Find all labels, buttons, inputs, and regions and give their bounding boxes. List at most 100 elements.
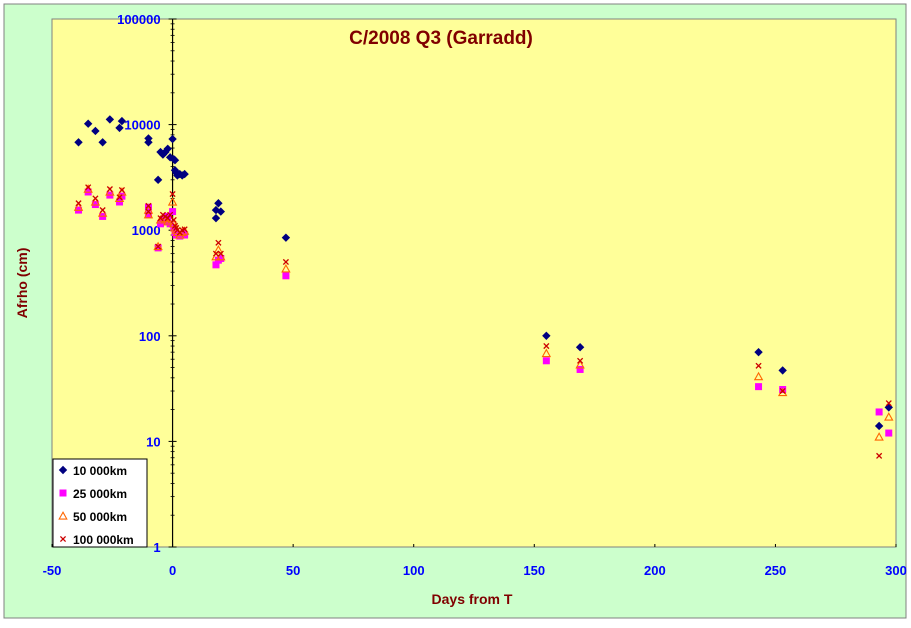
data-point-series-4 bbox=[282, 258, 289, 266]
data-point-series-3 bbox=[541, 348, 552, 358]
data-point-series-1 bbox=[105, 115, 115, 124]
data-point-series-4 bbox=[155, 243, 162, 250]
data-point-series-3 bbox=[73, 202, 84, 211]
x-axis-label: Days from T bbox=[432, 591, 513, 607]
data-point-series-4 bbox=[169, 190, 176, 198]
data-point-series-4 bbox=[118, 186, 125, 194]
y-tick-label: 10000 bbox=[124, 118, 160, 133]
data-point-series-1 bbox=[180, 169, 189, 179]
data-point-series-1 bbox=[83, 119, 93, 128]
data-point-series-2 bbox=[217, 254, 225, 262]
data-point-series-1 bbox=[156, 147, 165, 157]
data-point-series-1 bbox=[874, 421, 884, 431]
axes: 1 10 100 1000 10000 100000 -50 0 50 100 150 200 250 3… bbox=[43, 12, 907, 578]
data-point-series-4 bbox=[885, 400, 892, 407]
data-point-series-2 bbox=[212, 261, 220, 269]
y-tick-label: 100 bbox=[139, 329, 161, 344]
y-axis-label: Afrho (cm) bbox=[14, 248, 30, 319]
data-point-series-2 bbox=[118, 192, 126, 200]
data-point-series-3 bbox=[213, 245, 224, 254]
y-tick-label: 10 bbox=[146, 434, 160, 449]
x-tick-label: 250 bbox=[765, 563, 787, 578]
data-point-series-1 bbox=[115, 123, 124, 133]
data-point-series-3 bbox=[114, 193, 125, 203]
data-point-series-2 bbox=[875, 408, 883, 416]
x-tick-label: 50 bbox=[286, 563, 300, 578]
data-point-series-4 bbox=[145, 208, 152, 215]
data-point-series-3 bbox=[575, 359, 585, 369]
data-point-series-2 bbox=[885, 429, 893, 437]
data-points bbox=[73, 115, 894, 459]
chart-title: C/2008 Q3 (Garradd) bbox=[349, 28, 533, 49]
y-tick-label: 1 bbox=[153, 540, 160, 555]
data-point-series-1 bbox=[281, 233, 291, 242]
data-point-series-1 bbox=[117, 116, 127, 126]
data-point-series-2 bbox=[170, 224, 178, 232]
data-point-series-1 bbox=[575, 342, 585, 352]
data-point-series-2 bbox=[282, 272, 290, 280]
data-point-series-1 bbox=[170, 156, 180, 165]
legend-box bbox=[52, 458, 148, 548]
data-point-series-1 bbox=[144, 138, 153, 147]
data-point-series-4 bbox=[215, 239, 222, 246]
data-point-series-1 bbox=[163, 144, 172, 153]
data-point-series-2 bbox=[181, 231, 189, 239]
legend-markers bbox=[58, 465, 68, 543]
data-point-series-4 bbox=[99, 207, 106, 214]
data-point-series-4 bbox=[157, 215, 164, 222]
data-point-series-2 bbox=[166, 220, 174, 228]
data-point-series-1 bbox=[214, 199, 223, 208]
data-point-series-1 bbox=[216, 207, 225, 216]
data-point-series-2 bbox=[157, 220, 165, 228]
legend-label-10000: 10 000km bbox=[73, 464, 127, 478]
data-point-series-1 bbox=[168, 134, 177, 144]
data-point-series-3 bbox=[753, 371, 764, 381]
plot-area bbox=[51, 18, 897, 548]
data-point-series-1 bbox=[74, 138, 83, 147]
legend-marker-series-1 bbox=[58, 465, 68, 475]
data-point-series-2 bbox=[576, 365, 584, 373]
data-point-series-4 bbox=[217, 250, 224, 257]
x-tick-label: 100 bbox=[403, 563, 425, 578]
data-point-series-1 bbox=[211, 213, 221, 223]
data-point-series-4 bbox=[145, 202, 152, 209]
data-point-series-1 bbox=[211, 205, 221, 215]
y-tick-label: 1000 bbox=[132, 223, 161, 238]
legend: 10 000km 25 000km 50 000km 100 000km bbox=[52, 458, 148, 548]
x-tick-label: 200 bbox=[644, 563, 666, 578]
x-tick-label: -50 bbox=[43, 563, 62, 578]
data-point-series-4 bbox=[577, 357, 584, 364]
data-point-series-1 bbox=[153, 175, 163, 185]
legend-marker-series-4 bbox=[59, 535, 67, 543]
data-point-series-3 bbox=[90, 197, 101, 206]
data-point-series-3 bbox=[874, 432, 884, 441]
data-point-series-1 bbox=[754, 347, 763, 357]
legend-marker-series-3 bbox=[58, 511, 68, 520]
data-point-series-4 bbox=[212, 250, 220, 257]
data-point-series-2 bbox=[542, 357, 550, 365]
data-point-series-3 bbox=[167, 197, 178, 206]
data-point-series-4 bbox=[164, 215, 171, 222]
data-point-series-4 bbox=[116, 194, 123, 201]
data-point-series-2 bbox=[154, 244, 162, 252]
data-point-series-4 bbox=[106, 186, 113, 193]
data-point-series-4 bbox=[876, 452, 883, 459]
data-point-series-4 bbox=[170, 216, 177, 224]
data-point-series-2 bbox=[755, 383, 763, 391]
data-point-series-1 bbox=[98, 138, 107, 147]
data-point-series-3 bbox=[884, 412, 894, 421]
x-tick-label: 150 bbox=[523, 563, 545, 578]
data-point-series-4 bbox=[543, 342, 550, 350]
data-point-series-2 bbox=[144, 211, 152, 219]
legend-label-100000: 100 000km bbox=[73, 533, 134, 547]
x-tick-label: 0 bbox=[169, 563, 176, 578]
data-point-series-1 bbox=[778, 366, 787, 375]
data-point-series-4 bbox=[755, 362, 762, 369]
data-point-series-2 bbox=[169, 208, 177, 216]
x-tick-label: 300 bbox=[885, 563, 907, 578]
legend-label-50000: 50 000km bbox=[73, 510, 127, 524]
y-tick-label: 100000 bbox=[117, 12, 160, 27]
data-point-series-4 bbox=[92, 195, 99, 202]
